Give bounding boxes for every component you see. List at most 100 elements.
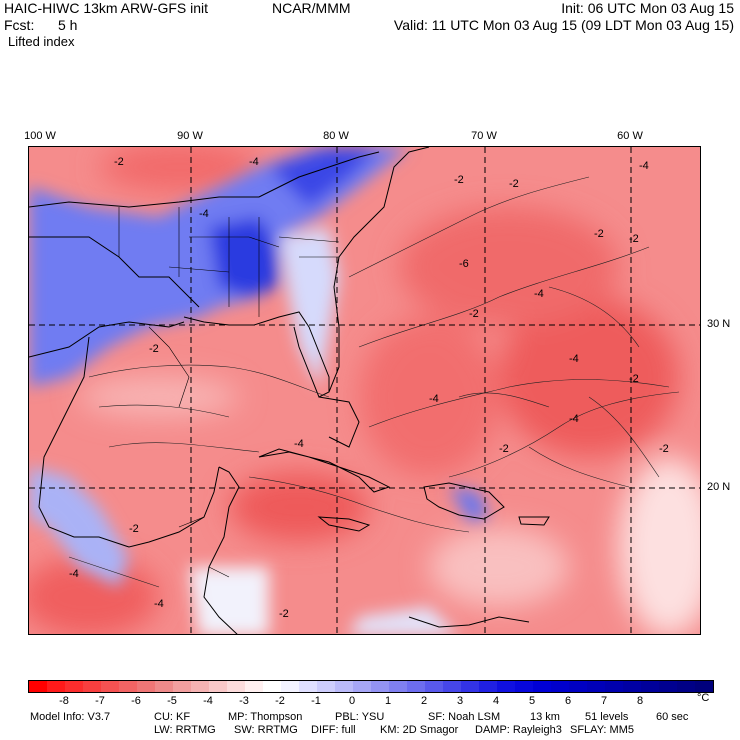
contour-label: -4 — [569, 413, 579, 425]
agency-label: NCAR/MMM — [272, 0, 351, 16]
colorbar-cell — [407, 681, 425, 692]
contour-label: -4 — [429, 393, 439, 405]
field-shading — [29, 147, 700, 634]
contour-label: -2 — [499, 443, 509, 455]
contour-label: -2 — [149, 343, 159, 355]
contour-label: -2 — [629, 233, 639, 245]
valid-time: Valid: 11 UTC Mon 03 Aug 15 (09 LDT Mon … — [393, 17, 734, 33]
colorbar-tick-label: 5 — [528, 695, 536, 707]
contour-label: -2 — [594, 228, 604, 240]
diffusion-setting: DIFF: full — [311, 724, 356, 736]
contour-label: -4 — [249, 156, 259, 168]
time-step: 60 sec — [656, 711, 689, 723]
colorbar-tick-label: 1 — [384, 695, 392, 707]
colorbar-cell — [137, 681, 155, 692]
colorbar-tick-label: 0 — [348, 695, 356, 707]
colorbar-cell — [605, 681, 623, 692]
colorbar-cell — [461, 681, 479, 692]
graticule — [29, 147, 700, 634]
contour-label: -2 — [509, 178, 519, 190]
colorbar-cell — [65, 681, 83, 692]
forecast-label: Fcst: — [4, 17, 35, 33]
colorbar-cell — [29, 681, 47, 692]
colorbar-cell — [245, 681, 263, 692]
colorbar-cell — [281, 681, 299, 692]
colorbar-cell — [353, 681, 371, 692]
colorbar-tick-label: -4 — [203, 695, 213, 707]
coastlines — [29, 147, 550, 634]
colorbar-cell — [155, 681, 173, 692]
colorbar-cell — [587, 681, 605, 692]
microphysics-scheme: MP: Thompson — [228, 711, 303, 723]
init-time: Init: 06 UTC Mon 03 Aug 15 — [561, 0, 734, 16]
colorbar-tick-label: -6 — [131, 695, 141, 707]
shortwave-scheme: SW: RRTMG — [234, 724, 298, 736]
forecast-hour: 5 h — [58, 17, 78, 33]
contour-label: -2 — [469, 308, 479, 320]
pbl-scheme: PBL: YSU — [335, 711, 385, 723]
colorbar-cell — [173, 681, 191, 692]
colorbar-cell — [695, 681, 713, 692]
colorbar-cell — [677, 681, 695, 692]
colorbar-cell — [533, 681, 551, 692]
stable-region-shading — [29, 147, 489, 634]
grid-spacing: 13 km — [530, 711, 560, 723]
contour-label: -4 — [639, 160, 649, 172]
colorbar-tick-label: -7 — [95, 695, 105, 707]
surface-layer-scheme: SFLAY: MM5 — [570, 724, 634, 736]
colorbar-tick-label: -1 — [311, 695, 321, 707]
colorbar-cell — [551, 681, 569, 692]
colorbar-cell — [47, 681, 65, 692]
map-panel: -2 -4 -2 -4 -2 -4 -2 -4 -2 -6 -2 -4 -2 -4 -2 -4 -2 -4 -2 -4… — [28, 146, 701, 635]
damping-setting: DAMP: Rayleigh3 — [475, 724, 562, 736]
colorbar-cell — [209, 681, 227, 692]
colorbar-tick-label: -8 — [59, 695, 69, 707]
contour-label: -6 — [459, 258, 469, 270]
colorbar-unit: °C — [697, 692, 710, 704]
vertical-levels: 51 levels — [585, 711, 629, 723]
contour-label: -4 — [199, 208, 209, 220]
colorbar-tick-label: 4 — [492, 695, 500, 707]
contour-label: -2 — [114, 156, 124, 168]
colorbar-cell — [83, 681, 101, 692]
colorbar-tick-label: 2 — [420, 695, 428, 707]
lat-label-30n: 30 N — [707, 318, 731, 330]
colorbar — [28, 680, 714, 693]
contour-label: -4 — [534, 288, 544, 300]
contour-label: -2 — [659, 443, 669, 455]
colorbar-tick-label: 3 — [456, 695, 464, 707]
contour-label: -2 — [454, 174, 464, 186]
colorbar-cell — [623, 681, 641, 692]
colorbar-tick-label: -2 — [275, 695, 285, 707]
eddy-coefficient: KM: 2D Smagor — [380, 724, 459, 736]
state-borders — [118, 207, 340, 578]
colorbar-cell — [641, 681, 659, 692]
colorbar-cell — [371, 681, 389, 692]
contour-label: -4 — [294, 438, 304, 450]
colorbar-cell — [515, 681, 533, 692]
lon-label-100w: 100 W — [24, 130, 56, 142]
colorbar-cell — [569, 681, 587, 692]
lon-label-70w: 70 W — [471, 130, 497, 142]
colorbar-tick-label: 6 — [564, 695, 572, 707]
contour-label: -2 — [629, 373, 639, 385]
colorbar-tick-label: -3 — [239, 695, 249, 707]
contour-label: -4 — [69, 568, 79, 580]
colorbar-cell — [119, 681, 137, 692]
colorbar-cell — [317, 681, 335, 692]
contour-label: -4 — [154, 598, 164, 610]
map-title: HAIC-HIWC 13km ARW-GFS init — [4, 0, 209, 16]
colorbar-cell — [497, 681, 515, 692]
colorbar-tick-label: 8 — [636, 695, 644, 707]
longwave-scheme: LW: RRTMG — [154, 724, 216, 736]
contour-label: -2 — [279, 608, 289, 620]
contour-lines — [68, 176, 680, 588]
surface-scheme: SF: Noah LSM — [428, 711, 501, 723]
colorbar-cell — [479, 681, 497, 692]
colorbar-tick-label: -5 — [167, 695, 177, 707]
lat-label-20n: 20 N — [707, 481, 731, 493]
colorbar-cell — [443, 681, 461, 692]
colorbar-cell — [389, 681, 407, 692]
field-name: Lifted index — [8, 34, 75, 49]
lon-label-90w: 90 W — [177, 130, 203, 142]
